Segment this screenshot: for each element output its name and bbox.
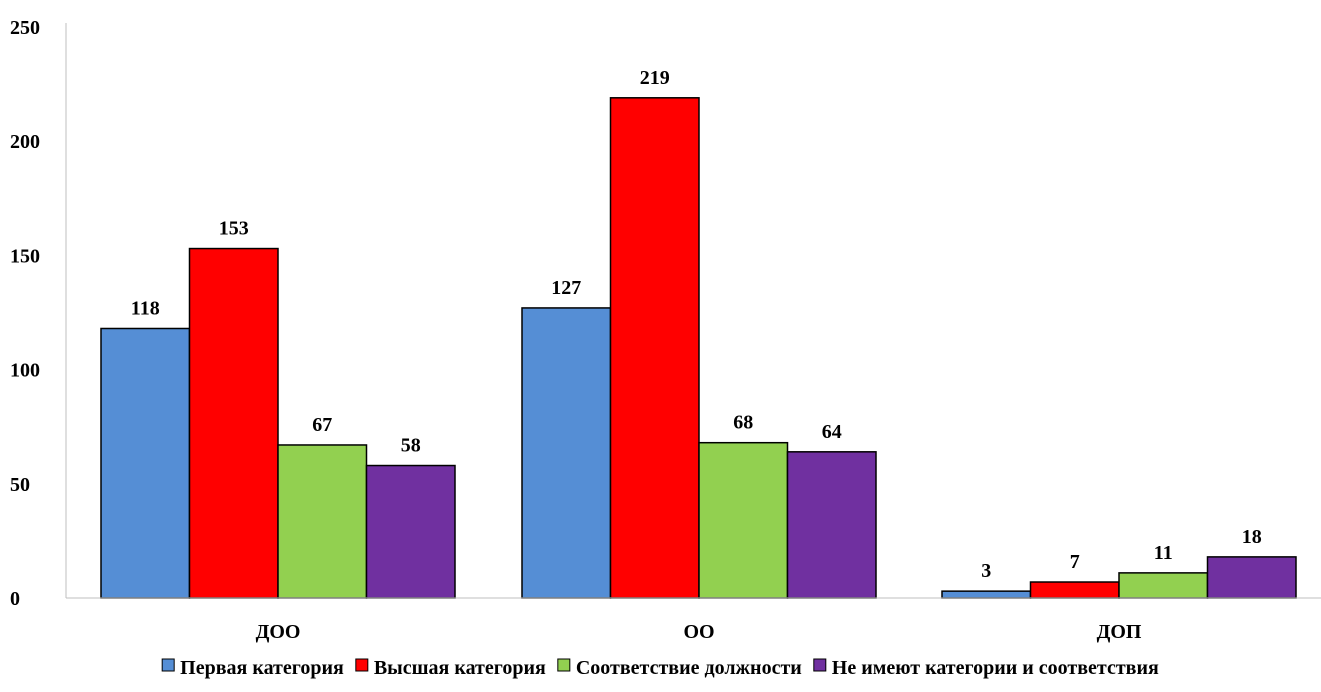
bar — [188, 247, 279, 599]
bar — [786, 451, 877, 599]
bar — [941, 590, 1032, 599]
data-label: 68 — [733, 412, 753, 434]
y-axis: 0 50 100 150 200 250 — [10, 17, 67, 610]
data-label: 127 — [551, 277, 581, 299]
data-label: 58 — [401, 435, 421, 457]
legend-label: Первая категория — [180, 657, 344, 679]
bar — [1206, 556, 1297, 599]
bar — [365, 464, 456, 599]
bar — [1029, 581, 1120, 599]
data-label: 153 — [219, 218, 249, 240]
legend-swatch — [557, 658, 571, 672]
legend-item: Не имеют категории и соответствия — [813, 657, 1159, 679]
bar — [1118, 572, 1209, 599]
y-tick-label: 250 — [10, 17, 40, 39]
y-tick-label: 100 — [10, 360, 40, 382]
legend-swatch — [813, 658, 827, 672]
legend-swatch — [161, 658, 175, 672]
y-tick-label: 50 — [10, 474, 30, 496]
data-label: 7 — [1070, 551, 1080, 573]
legend: Первая категория Высшая категория Соответс… — [161, 657, 1159, 679]
legend-label: Не имеют категории и соответствия — [832, 657, 1159, 679]
data-label: 219 — [640, 67, 670, 89]
y-tick-label: 0 — [10, 588, 20, 610]
legend-item: Первая категория — [161, 657, 344, 679]
y-tick-label: 150 — [10, 245, 40, 267]
x-axis: ДОО ОО ДОП — [66, 597, 1321, 643]
data-label: 11 — [1154, 542, 1173, 564]
bars — [100, 97, 1297, 599]
x-category-label: ОО — [683, 621, 714, 643]
bar — [609, 97, 700, 599]
legend-item: Соответствие должности — [557, 657, 802, 679]
bar — [277, 444, 368, 599]
data-label: 64 — [822, 421, 842, 443]
data-label: 18 — [1242, 526, 1262, 548]
legend-swatch — [355, 658, 369, 672]
data-label: 3 — [981, 560, 991, 582]
x-category-label: ДОП — [1097, 621, 1142, 643]
y-tick-label: 200 — [10, 131, 40, 153]
legend-label: Соответствие должности — [576, 657, 802, 679]
data-label: 118 — [131, 297, 160, 319]
bar — [521, 307, 612, 599]
bar — [100, 327, 191, 599]
data-labels: 118 153 67 58 127 219 68 64 3 7 11 18 — [131, 67, 1262, 582]
legend-item: Высшая категория — [355, 657, 546, 679]
legend-label: Высшая категория — [374, 657, 546, 679]
x-category-label: ДОО — [256, 621, 301, 643]
bar — [698, 441, 789, 599]
data-label: 67 — [312, 414, 332, 436]
